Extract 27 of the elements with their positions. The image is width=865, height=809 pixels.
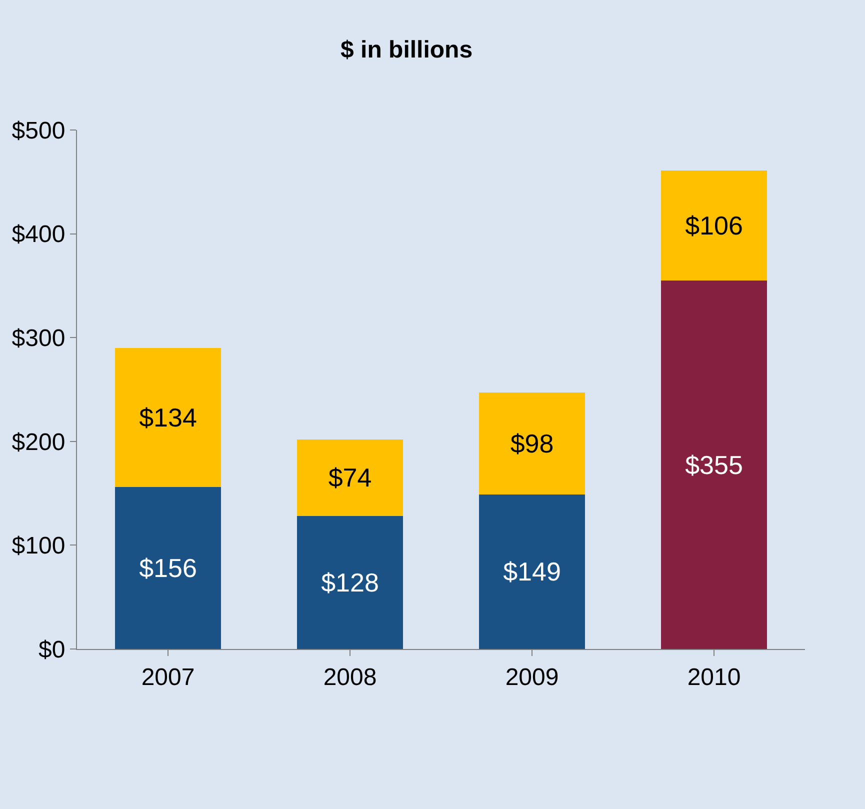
data-label: $74 — [328, 462, 372, 493]
data-label: $156 — [139, 553, 197, 584]
bar — [115, 487, 221, 649]
x-tick-label: 2010 — [687, 664, 741, 691]
bar — [115, 348, 221, 488]
y-tick-label: $300 — [12, 325, 66, 352]
bar — [297, 439, 403, 516]
data-label: $128 — [321, 568, 379, 598]
data-label: $106 — [685, 210, 743, 240]
y-tick-label: $500 — [12, 117, 66, 144]
data-label: $149 — [503, 556, 561, 587]
bar — [297, 516, 403, 649]
bar — [479, 494, 585, 649]
chart-title: $ in billions — [340, 36, 473, 64]
bar — [479, 392, 585, 494]
y-tick-label: $0 — [38, 636, 66, 664]
x-tick-label: 2007 — [141, 664, 195, 691]
bar — [661, 170, 767, 281]
y-tick-label: $200 — [12, 428, 66, 456]
y-tick-label: $100 — [12, 532, 66, 560]
x-tick-label: 2008 — [323, 664, 377, 691]
x-tick-label: 2009 — [505, 664, 559, 691]
y-tick-label: $400 — [12, 221, 66, 248]
data-label: $355 — [685, 450, 743, 480]
bar — [661, 280, 767, 649]
data-label: $98 — [510, 428, 554, 458]
data-label: $134 — [139, 402, 197, 433]
